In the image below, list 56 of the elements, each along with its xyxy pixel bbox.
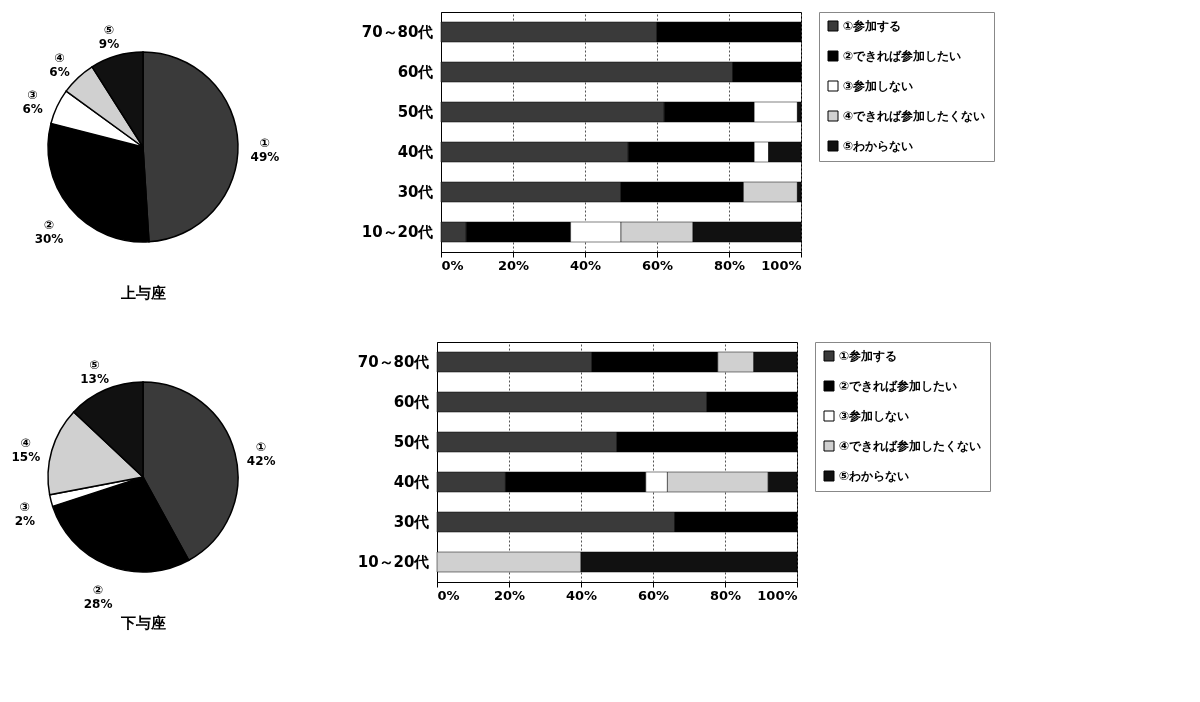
data-label: 2% [14, 514, 36, 529]
y-tick-label: 50代 [393, 433, 430, 451]
legend-label: ①参加する [843, 19, 902, 33]
x-tick-label: 60% [637, 587, 670, 603]
y-tick-label: 40代 [397, 143, 434, 161]
y-tick-label: 70～80代 [361, 23, 434, 41]
y-tick-label: 60代 [397, 63, 434, 81]
text: 下与座 [119, 614, 166, 632]
x-tick-label: 40% [565, 587, 598, 603]
legend-label: ③参加しない [839, 409, 910, 423]
x-tick-label: 80% [713, 257, 746, 273]
x-tick-label: 60% [641, 257, 674, 273]
legend-label: ⑤わからない [843, 139, 914, 153]
data-label: 28% [83, 597, 113, 612]
legend-label: ②できれば参加したい [839, 379, 958, 393]
y-tick-label: 10～20代 [361, 223, 434, 241]
data-label: 6% [49, 65, 70, 80]
x-tick-label: 20% [497, 257, 530, 273]
x-tick-label: 80% [709, 587, 742, 603]
x-tick-label: 100% [761, 257, 802, 273]
data-label: 6% [22, 102, 43, 117]
slice-label: ② [93, 583, 104, 598]
slice-label: ② [43, 217, 55, 232]
y-tick-label: 40代 [393, 473, 430, 491]
data-label: 13% [80, 372, 109, 387]
slice-label: ⑤ [103, 22, 115, 37]
legend-label: ③参加しない [843, 79, 914, 93]
data-label: 9% [98, 36, 120, 51]
y-tick-label: 50代 [397, 103, 434, 121]
data-label: 49% [250, 150, 280, 165]
slice-label: ⑤ [89, 358, 100, 373]
data-label: 15% [11, 449, 41, 464]
x-tick-label: 40% [569, 257, 602, 273]
y-tick-label: 10～20代 [357, 553, 430, 571]
legend-label: ④できれば参加したくない [839, 439, 982, 453]
y-tick-label: 60代 [393, 393, 430, 411]
legend-label: ②できれば参加したい [843, 49, 962, 63]
text: 上与座 [119, 284, 166, 302]
x-tick-label: 0% [441, 257, 464, 273]
y-tick-label: 30代 [397, 183, 434, 201]
slice-label: ④ [20, 435, 31, 450]
slice-label: ① [259, 136, 271, 151]
slice-label: ③ [19, 500, 30, 515]
legend-label: ⑤わからない [839, 469, 910, 483]
slice-label: ④ [54, 51, 65, 66]
legend-label: ④できれば参加したくない [843, 109, 986, 123]
y-tick-label: 70～80代 [357, 353, 430, 371]
x-tick-label: 100% [757, 587, 798, 603]
x-tick-label: 0% [437, 587, 460, 603]
slice-label: ① [256, 439, 267, 454]
y-tick-label: 30代 [393, 513, 430, 531]
x-tick-label: 20% [493, 587, 526, 603]
legend-label: ①参加する [839, 349, 898, 363]
data-label: 30% [34, 231, 64, 246]
data-label: 42% [246, 453, 276, 468]
slice-label: ③ [27, 88, 38, 103]
